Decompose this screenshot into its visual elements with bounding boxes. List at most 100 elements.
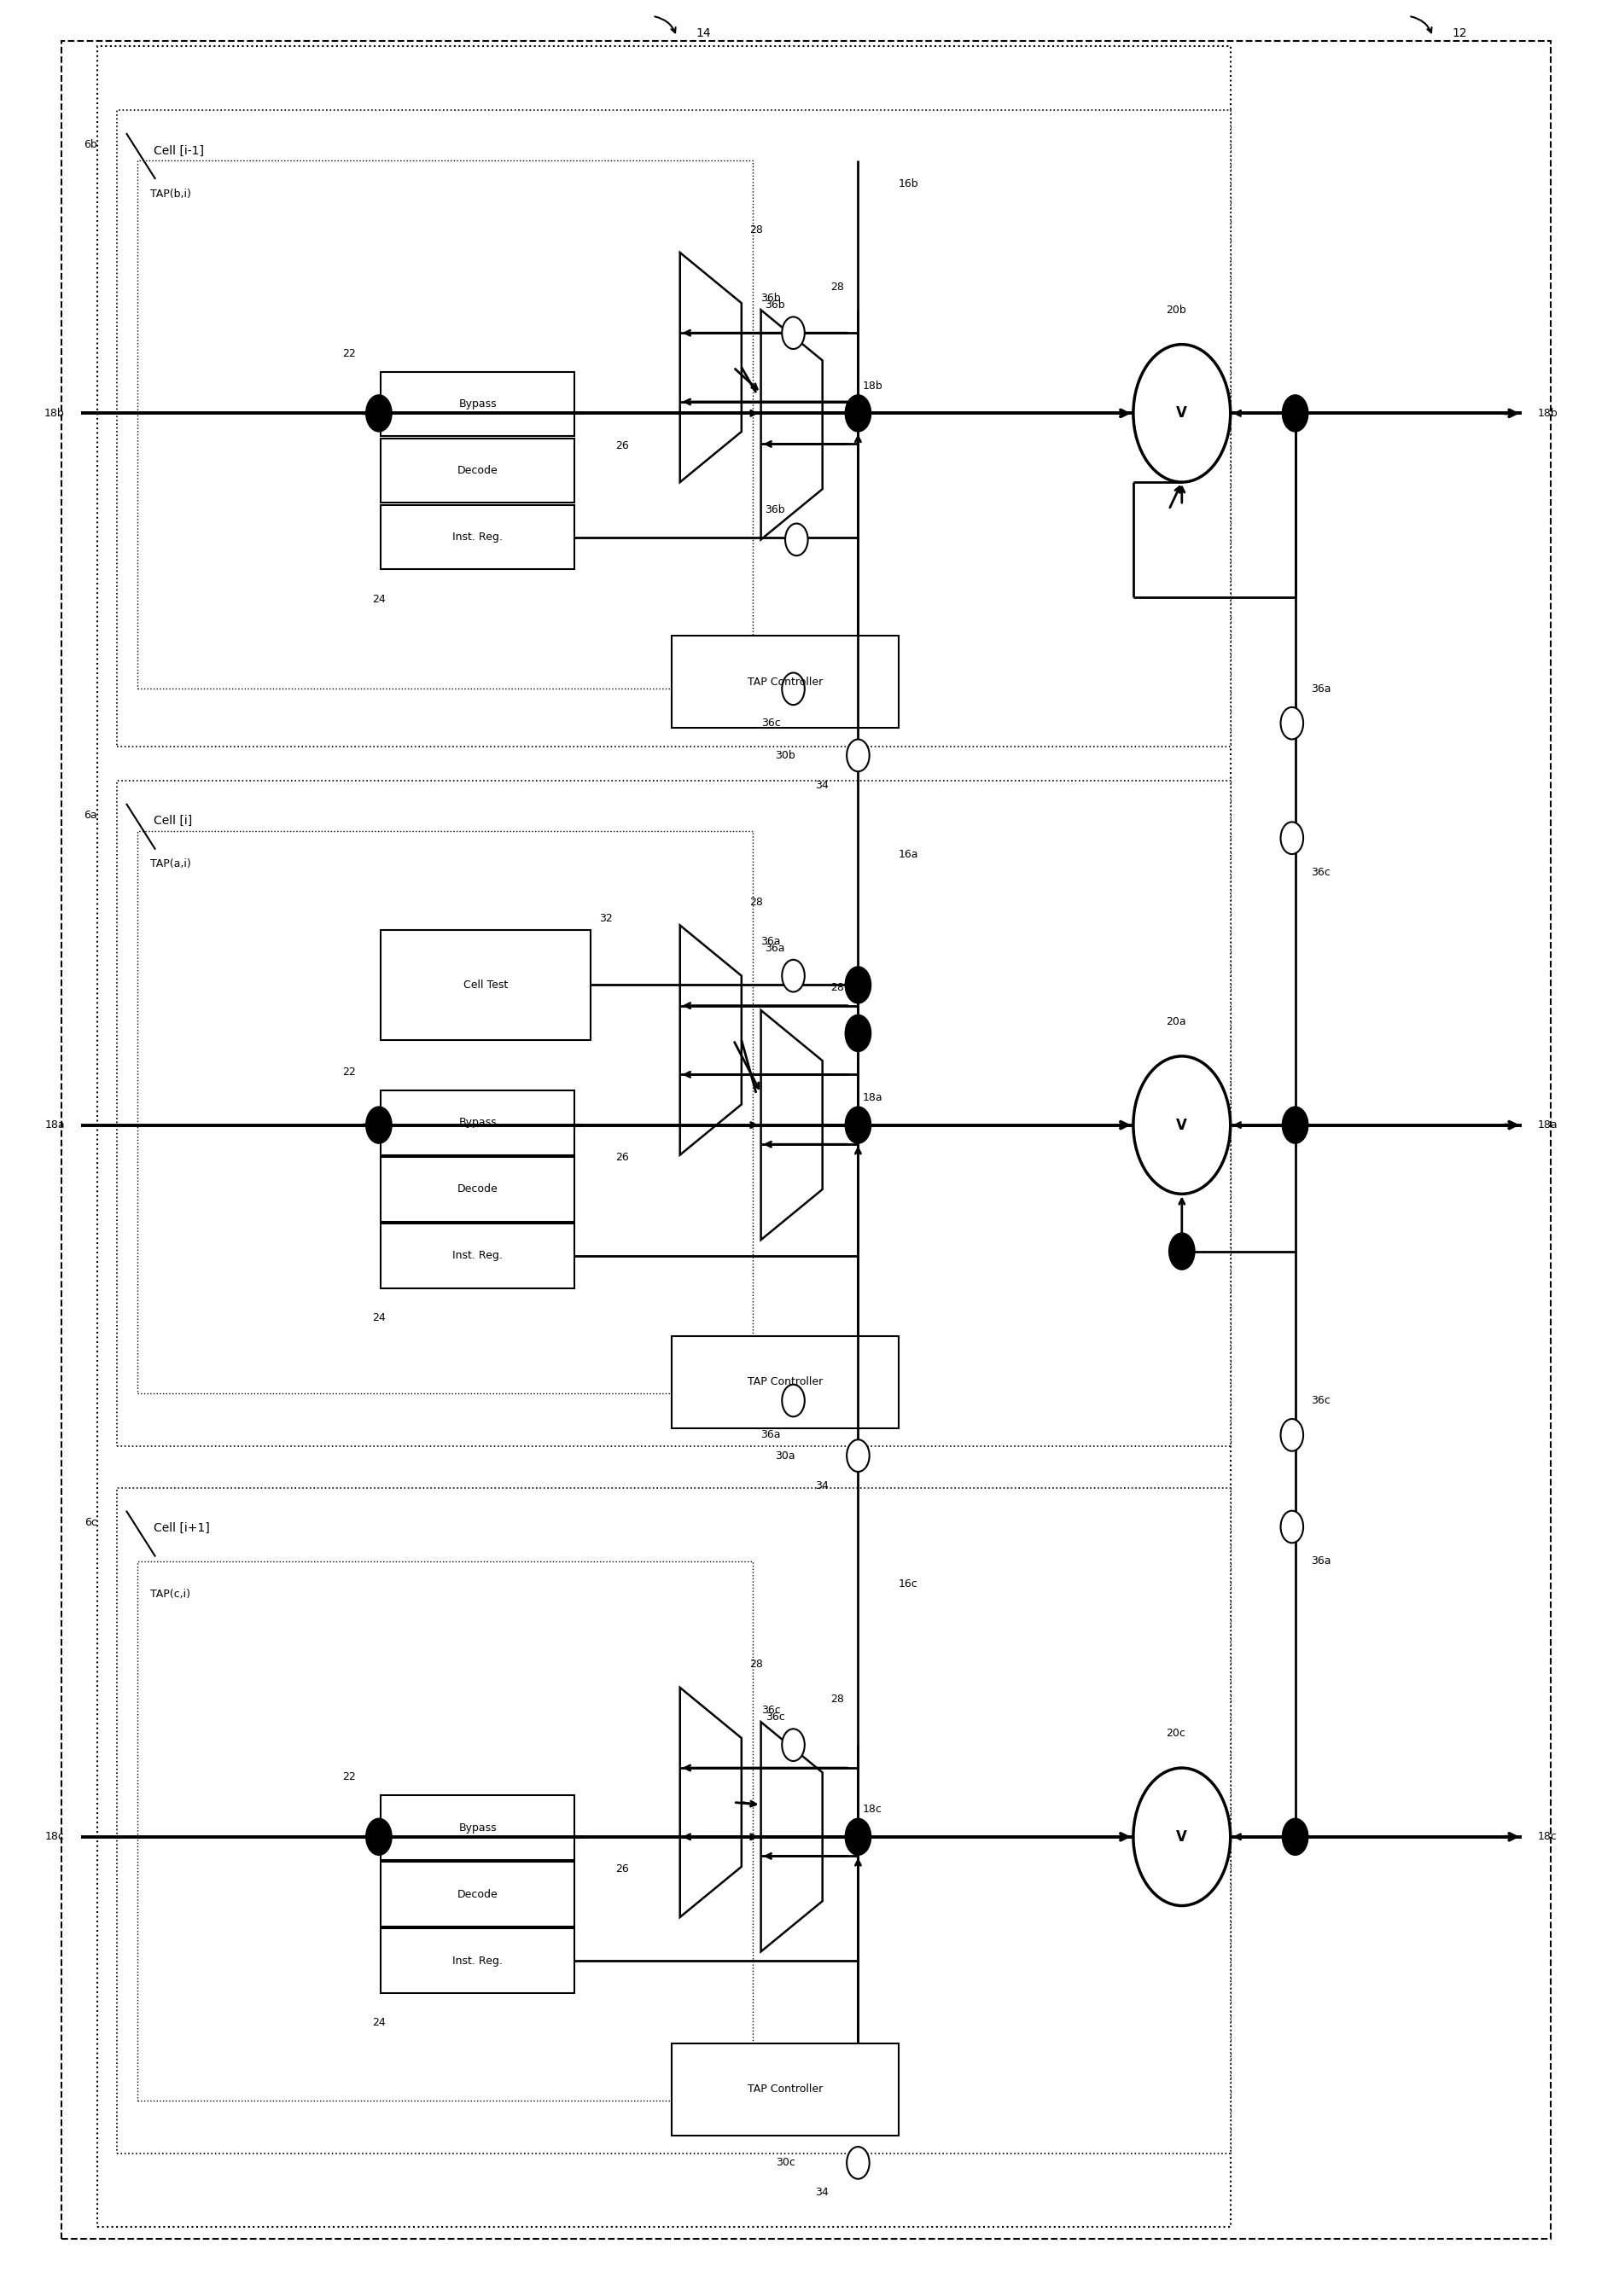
- Text: 36a: 36a: [761, 937, 780, 946]
- Text: Bypass: Bypass: [458, 1823, 497, 1832]
- Circle shape: [845, 967, 871, 1003]
- Text: 28: 28: [831, 983, 843, 992]
- Circle shape: [1133, 344, 1230, 482]
- Text: Cell [i+1]: Cell [i+1]: [154, 1522, 210, 1534]
- Circle shape: [782, 673, 805, 705]
- Bar: [672, 2043, 899, 2135]
- Circle shape: [366, 1107, 392, 1143]
- Text: 22: 22: [343, 349, 356, 358]
- Bar: [117, 781, 1230, 1446]
- Text: 18c: 18c: [863, 1805, 882, 1814]
- Text: 36c: 36c: [1311, 868, 1331, 877]
- Circle shape: [782, 960, 805, 992]
- Circle shape: [366, 1818, 392, 1855]
- Circle shape: [1282, 1818, 1308, 1855]
- Text: 26: 26: [615, 1153, 628, 1162]
- Text: V: V: [1177, 1830, 1187, 1844]
- Text: Cell [i]: Cell [i]: [154, 815, 193, 827]
- Text: 6a: 6a: [84, 810, 97, 820]
- Text: 12: 12: [1452, 28, 1467, 39]
- Text: 28: 28: [750, 1660, 763, 1669]
- Bar: [672, 636, 899, 728]
- Circle shape: [847, 1440, 869, 1472]
- Text: 36a: 36a: [761, 1430, 780, 1440]
- Circle shape: [366, 395, 392, 432]
- Text: 34: 34: [816, 781, 829, 790]
- Text: 28: 28: [750, 898, 763, 907]
- Text: TAP(b,i): TAP(b,i): [151, 188, 191, 200]
- Text: TAP(c,i): TAP(c,i): [151, 1589, 191, 1600]
- Text: Cell Test: Cell Test: [463, 980, 508, 990]
- Text: 6b: 6b: [84, 140, 97, 149]
- Text: 18c: 18c: [1538, 1832, 1557, 1841]
- Text: Decode: Decode: [457, 466, 499, 475]
- Text: 24: 24: [372, 2018, 385, 2027]
- Text: TAP Controller: TAP Controller: [748, 677, 822, 687]
- Circle shape: [785, 523, 808, 556]
- Text: 36a: 36a: [1311, 1557, 1331, 1566]
- Text: 30c: 30c: [776, 2158, 795, 2167]
- Circle shape: [1281, 707, 1303, 739]
- Text: 26: 26: [615, 441, 628, 450]
- Text: V: V: [1177, 406, 1187, 420]
- Bar: [672, 1336, 899, 1428]
- Text: 18b: 18b: [1538, 409, 1559, 418]
- Circle shape: [1281, 1511, 1303, 1543]
- Bar: [380, 1795, 575, 1860]
- Circle shape: [1169, 1233, 1195, 1270]
- Text: Inst. Reg.: Inst. Reg.: [452, 533, 504, 542]
- Text: 36a: 36a: [1311, 684, 1331, 693]
- Text: 34: 34: [816, 2188, 829, 2197]
- Text: 6c: 6c: [84, 1518, 97, 1527]
- Polygon shape: [680, 925, 742, 1155]
- Bar: [97, 46, 1230, 2227]
- Circle shape: [782, 1384, 805, 1417]
- Text: 36a: 36a: [766, 944, 785, 953]
- Text: 18a: 18a: [45, 1120, 65, 1130]
- Bar: [117, 110, 1230, 746]
- Bar: [138, 831, 753, 1394]
- Text: TAP Controller: TAP Controller: [748, 1378, 822, 1387]
- Text: 36c: 36c: [761, 719, 780, 728]
- Text: 16a: 16a: [899, 850, 918, 859]
- Bar: [138, 161, 753, 689]
- Text: Inst. Reg.: Inst. Reg.: [452, 1251, 504, 1261]
- Bar: [380, 439, 575, 503]
- Circle shape: [1281, 822, 1303, 854]
- Circle shape: [1282, 395, 1308, 432]
- Text: 28: 28: [831, 1694, 843, 1704]
- Text: 18b: 18b: [863, 381, 884, 390]
- Text: 36b: 36b: [761, 294, 780, 303]
- Text: 28: 28: [750, 225, 763, 234]
- Polygon shape: [761, 1010, 822, 1240]
- Text: Inst. Reg.: Inst. Reg.: [452, 1956, 504, 1965]
- Bar: [380, 1157, 575, 1221]
- Text: 22: 22: [343, 1068, 356, 1077]
- Text: 30b: 30b: [776, 751, 795, 760]
- Bar: [380, 930, 591, 1040]
- Bar: [117, 1488, 1230, 2154]
- Text: 36b: 36b: [766, 505, 785, 514]
- Text: TAP Controller: TAP Controller: [748, 2085, 822, 2094]
- Polygon shape: [761, 1722, 822, 1952]
- Text: 36c: 36c: [1311, 1396, 1331, 1405]
- Bar: [380, 505, 575, 569]
- Text: 36b: 36b: [766, 301, 785, 310]
- Circle shape: [847, 739, 869, 771]
- Circle shape: [782, 317, 805, 349]
- Text: 20a: 20a: [1166, 1017, 1185, 1026]
- Bar: [380, 372, 575, 436]
- Text: 32: 32: [599, 914, 612, 923]
- Circle shape: [847, 2147, 869, 2179]
- Polygon shape: [680, 1688, 742, 1917]
- Circle shape: [1281, 1419, 1303, 1451]
- Text: 24: 24: [372, 595, 385, 604]
- Text: 30a: 30a: [776, 1451, 795, 1460]
- Text: Decode: Decode: [457, 1185, 499, 1194]
- Text: 18a: 18a: [863, 1093, 882, 1102]
- Text: 14: 14: [696, 28, 711, 39]
- Text: 18c: 18c: [45, 1832, 65, 1841]
- Circle shape: [1133, 1056, 1230, 1194]
- Text: 20b: 20b: [1166, 305, 1187, 315]
- Text: TAP(a,i): TAP(a,i): [151, 859, 191, 870]
